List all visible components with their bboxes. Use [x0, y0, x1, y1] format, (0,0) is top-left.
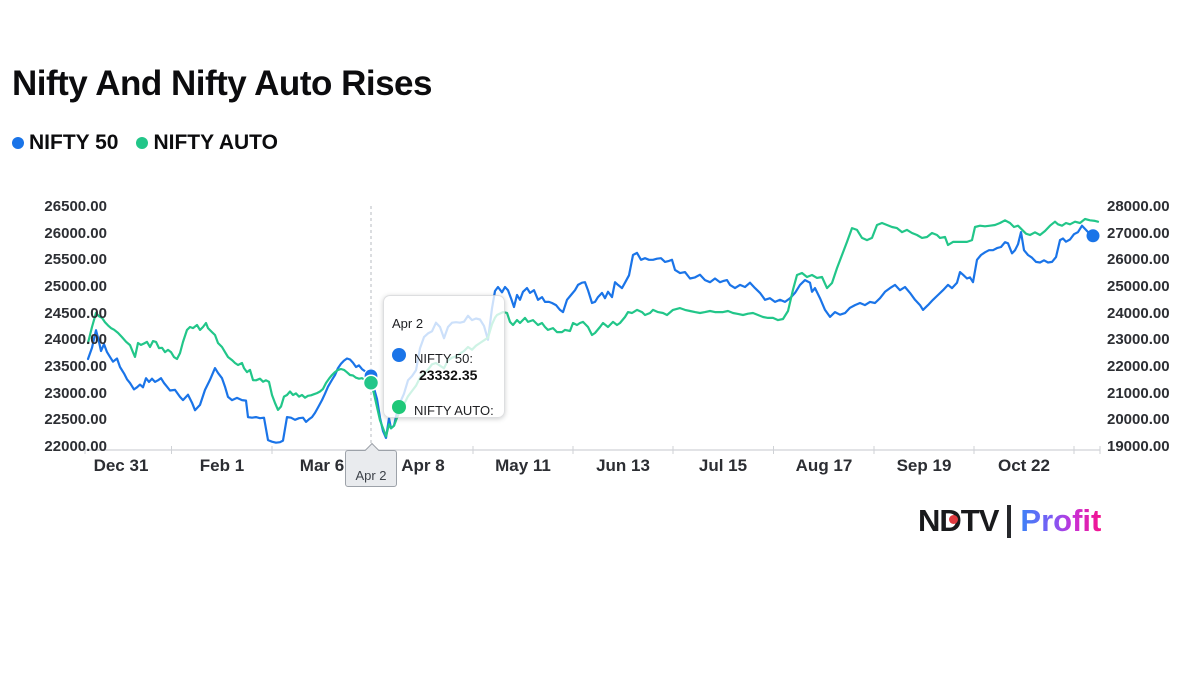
- y-axis-right-label: 28000.00: [1107, 198, 1170, 215]
- y-axis-left-label: 26000.00: [44, 224, 107, 242]
- y-axis-right-label: 19000.00: [1107, 438, 1170, 455]
- x-axis-label: Sep 19: [896, 456, 952, 475]
- x-axis-label: Jul 15: [698, 456, 748, 475]
- x-axis-label: Oct 22: [998, 456, 1050, 475]
- x-axis-label: May 11: [495, 456, 551, 475]
- x-axis-hover-date: Apr 2: [355, 468, 387, 483]
- ndtv-profit-logo: NDTV Profit: [918, 503, 1101, 539]
- series-line-niftyauto[interactable]: [86, 217, 1100, 438]
- chart-legend: NIFTY 50 NIFTY AUTO: [12, 131, 278, 155]
- y-axis-right-label: 22000.00: [1107, 358, 1170, 375]
- y-axis-right-label: 23000.00: [1107, 331, 1170, 349]
- ndtv-text: NDTV: [918, 503, 999, 538]
- tooltip-series-label: NIFTY AUTO:: [414, 403, 494, 418]
- nifty50-legend-dot-icon: [12, 137, 24, 149]
- tooltip-date: Apr 2: [392, 316, 424, 331]
- niftyauto-legend-dot-icon: [136, 137, 149, 149]
- y-axis-right-label: 25000.00: [1107, 278, 1170, 295]
- series-end-dot: [1086, 229, 1100, 243]
- y-axis-left-label: 22500.00: [44, 411, 107, 429]
- x-axis-label: Apr 8: [401, 456, 445, 475]
- ndtv-wordmark: NDTV: [918, 503, 999, 539]
- y-axis-right-label: 26000.00: [1107, 251, 1170, 269]
- x-axis-label: Feb 1: [199, 456, 245, 475]
- y-axis-left-label: 23500.00: [44, 358, 107, 375]
- y-axis-left-label: 25000.00: [44, 278, 107, 295]
- y-axis-right-label: 21000.00: [1107, 384, 1170, 402]
- y-axis-right-label: 27000.00: [1107, 224, 1170, 242]
- page-title: Nifty And Nifty Auto Rises: [12, 64, 432, 103]
- x-axis-hover-label: Apr 2: [345, 442, 397, 487]
- tooltip-row-nifty50: NIFTY 50: 23332.35: [392, 341, 496, 384]
- legend-item-nifty50[interactable]: NIFTY 50: [12, 131, 118, 155]
- x-axis-label: Jun 13: [596, 456, 650, 475]
- x-axis-label: Dec 31: [93, 456, 149, 475]
- y-axis-left-label: 26500.00: [44, 198, 107, 215]
- y-axis-left-label: 22000.00: [44, 438, 107, 455]
- y-axis-left-label: 24000.00: [44, 331, 107, 349]
- y-axis-right-label: 24000.00: [1107, 304, 1170, 322]
- y-axis-left-label: 23000.00: [44, 384, 107, 402]
- y-axis-right-label: 20000.00: [1107, 411, 1170, 429]
- profit-wordmark: Profit: [1020, 503, 1102, 538]
- tooltip-row-niftyauto: NIFTY AUTO: 21408.85: [392, 393, 496, 418]
- tooltip-series-label: NIFTY 50:: [414, 351, 474, 366]
- nifty50-dot-icon: [392, 348, 406, 362]
- x-axis-label: Aug 17: [795, 456, 853, 475]
- y-axis-left-label: 25500.00: [44, 251, 107, 269]
- legend-label: NIFTY AUTO: [153, 131, 278, 154]
- x-axis-label: Mar 6: [299, 456, 345, 475]
- niftyauto-highlight-marker: [362, 374, 380, 392]
- y-axis-left-label: 24500.00: [44, 304, 107, 322]
- logo-separator: [1007, 504, 1012, 538]
- legend-item-niftyauto[interactable]: NIFTY AUTO: [136, 131, 278, 155]
- series-line-nifty50[interactable]: [86, 224, 1095, 444]
- ndtv-red-dot-icon: [949, 515, 958, 524]
- niftyauto-dot-icon: [392, 400, 406, 414]
- tooltip-series-value: 23332.35: [419, 367, 478, 383]
- hover-tooltip: Apr 2 NIFTY 50: 23332.35 NIFTY AUTO: 214…: [383, 295, 505, 418]
- legend-label: NIFTY 50: [29, 131, 119, 154]
